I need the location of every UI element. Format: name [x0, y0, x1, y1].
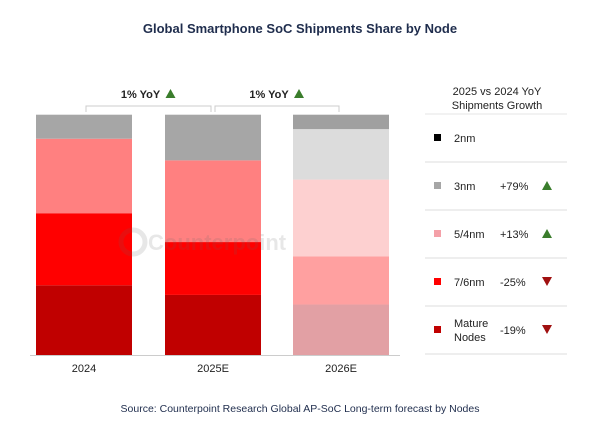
bar-segment-5-4nm-2025E	[165, 160, 261, 243]
up-triangle-icon	[542, 181, 552, 190]
down-triangle-icon	[542, 325, 552, 334]
bar-segment-5-4nm-2026E	[293, 179, 389, 257]
x-tick-label: 2024	[72, 363, 96, 375]
source-note: Source: Counterpoint Research Global AP-…	[121, 403, 480, 415]
chart-title: Global Smartphone SoC Shipments Share by…	[143, 21, 457, 36]
legend-item-7-6nm: 7/6nm -25%	[434, 277, 552, 289]
legend-swatch	[434, 278, 441, 285]
legend-label: 2nm	[454, 133, 475, 145]
svg-text:Counterpoint: Counterpoint	[148, 230, 287, 255]
legend-item-3nm: 3nm +79%	[434, 181, 552, 193]
legend-yoy-value: +13%	[500, 229, 529, 241]
bar-segment-5-4nm-2024	[36, 138, 132, 214]
x-tick-label: 2025E	[197, 363, 229, 375]
bar-segment-7-6nm-2026E	[293, 256, 389, 305]
legend-swatch	[434, 326, 441, 333]
legend-item-2nm: 2nm	[434, 133, 475, 145]
legend-label: 5/4nm	[454, 229, 485, 241]
bar-segment-3nm-2025E	[165, 114, 261, 161]
legend-swatch	[434, 182, 441, 189]
legend-label: Mature	[454, 318, 488, 330]
yoy-bracket	[214, 105, 340, 112]
legend-label: Nodes	[454, 332, 486, 344]
legend-swatch	[434, 230, 441, 237]
legend-title: Shipments Growth	[452, 100, 542, 112]
bar-segment-7-6nm-2024	[36, 213, 132, 286]
yoy-bracket	[85, 105, 212, 112]
x-tick-label: 2026E	[325, 363, 357, 375]
watermark-logo: Counterpoint	[118, 227, 287, 257]
up-triangle-icon	[542, 229, 552, 238]
legend-item-5-4nm: 5/4nm +13%	[434, 229, 552, 241]
legend-yoy-value: -19%	[500, 325, 526, 337]
bar-segment-mature-nodes-2024	[36, 285, 132, 355]
legend-label: 7/6nm	[454, 277, 485, 289]
legend-label: 3nm	[454, 181, 475, 193]
bar-segment-7-6nm-2025E	[165, 242, 261, 295]
yoy-annotation: 1% YoY	[249, 89, 289, 101]
up-triangle-icon	[294, 89, 304, 98]
bar-segment-2nm-2026E	[293, 114, 389, 130]
legend-item-mature-nodes: Mature Nodes -19%	[434, 318, 552, 344]
legend-yoy-value: -25%	[500, 277, 526, 289]
up-triangle-icon	[165, 89, 176, 98]
legend-swatch	[434, 134, 441, 141]
bar-segment-mature-nodes-2025E	[165, 294, 261, 355]
legend-title: 2025 vs 2024 YoY	[453, 86, 542, 98]
bar-segment-mature-nodes-2026E	[293, 304, 389, 355]
down-triangle-icon	[542, 277, 552, 286]
legend-yoy-value: +79%	[500, 181, 529, 193]
yoy-annotation: 1% YoY	[121, 89, 161, 101]
bar-segment-3nm-2026E	[293, 129, 389, 180]
bar-segment-3nm-2024	[36, 114, 132, 139]
